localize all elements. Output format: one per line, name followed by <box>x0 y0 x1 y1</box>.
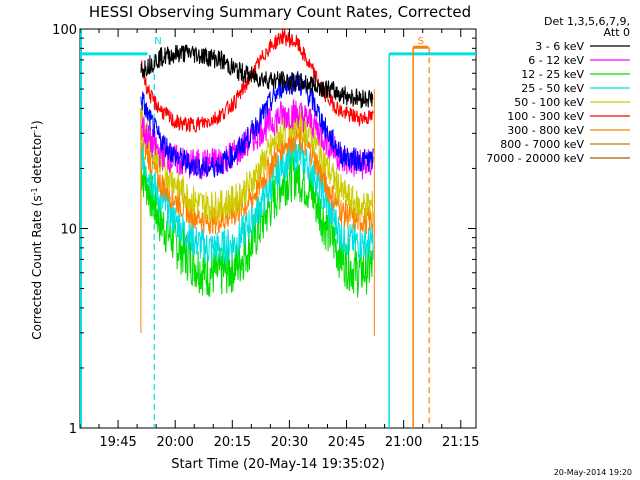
legend-header: Att 0 <box>604 26 630 39</box>
series-line <box>140 44 374 109</box>
series-line <box>140 124 374 235</box>
series-line <box>140 104 374 222</box>
y-tick-label: 10 <box>60 223 77 238</box>
legend-label: 7000 - 20000 keV <box>486 152 584 165</box>
x-tick-label: 21:15 <box>442 435 479 450</box>
footer-date: 20-May-2014 19:20 <box>554 468 632 477</box>
x-tick-label: 20:30 <box>271 435 308 450</box>
series-line <box>140 71 374 179</box>
x-tick-label: 20:45 <box>328 435 365 450</box>
legend-label: 100 - 300 keV <box>507 110 584 123</box>
x-tick-label: 20:00 <box>156 435 193 450</box>
legend-header: Det 1,3,5,6,7,9, <box>544 15 630 28</box>
series-line <box>140 27 374 133</box>
legend-label: 300 - 800 keV <box>507 124 584 137</box>
x-tick-label: 21:00 <box>385 435 422 450</box>
series-line <box>140 99 374 180</box>
legend-label: 25 - 50 keV <box>521 82 584 95</box>
y-tick-label: 100 <box>52 23 77 38</box>
axes: 1 10 100 19:45 20:00 20:15 20:30 20:45 21:00 21:1… <box>52 23 479 450</box>
x-tick-label: 20:15 <box>214 435 251 450</box>
legend-label: 6 - 12 keV <box>528 54 584 67</box>
marker-label: N <box>154 36 161 47</box>
legend-label: 50 - 100 keV <box>514 96 584 109</box>
x-axis-label: Start Time (20-May-14 19:35:02) <box>171 457 385 472</box>
x-tick-label: 19:45 <box>99 435 136 450</box>
y-tick-label: 1 <box>69 422 77 437</box>
chart-title: HESSI Observing Summary Count Rates, Cor… <box>89 3 471 21</box>
legend-label: 800 - 7000 keV <box>500 138 584 151</box>
legend-label: 12 - 25 keV <box>521 68 584 81</box>
legend-label: 3 - 6 keV <box>535 40 584 53</box>
y-axis-label: Corrected Count Rate (s-1 detector-1) <box>30 120 45 339</box>
marker-label: S <box>418 36 424 47</box>
